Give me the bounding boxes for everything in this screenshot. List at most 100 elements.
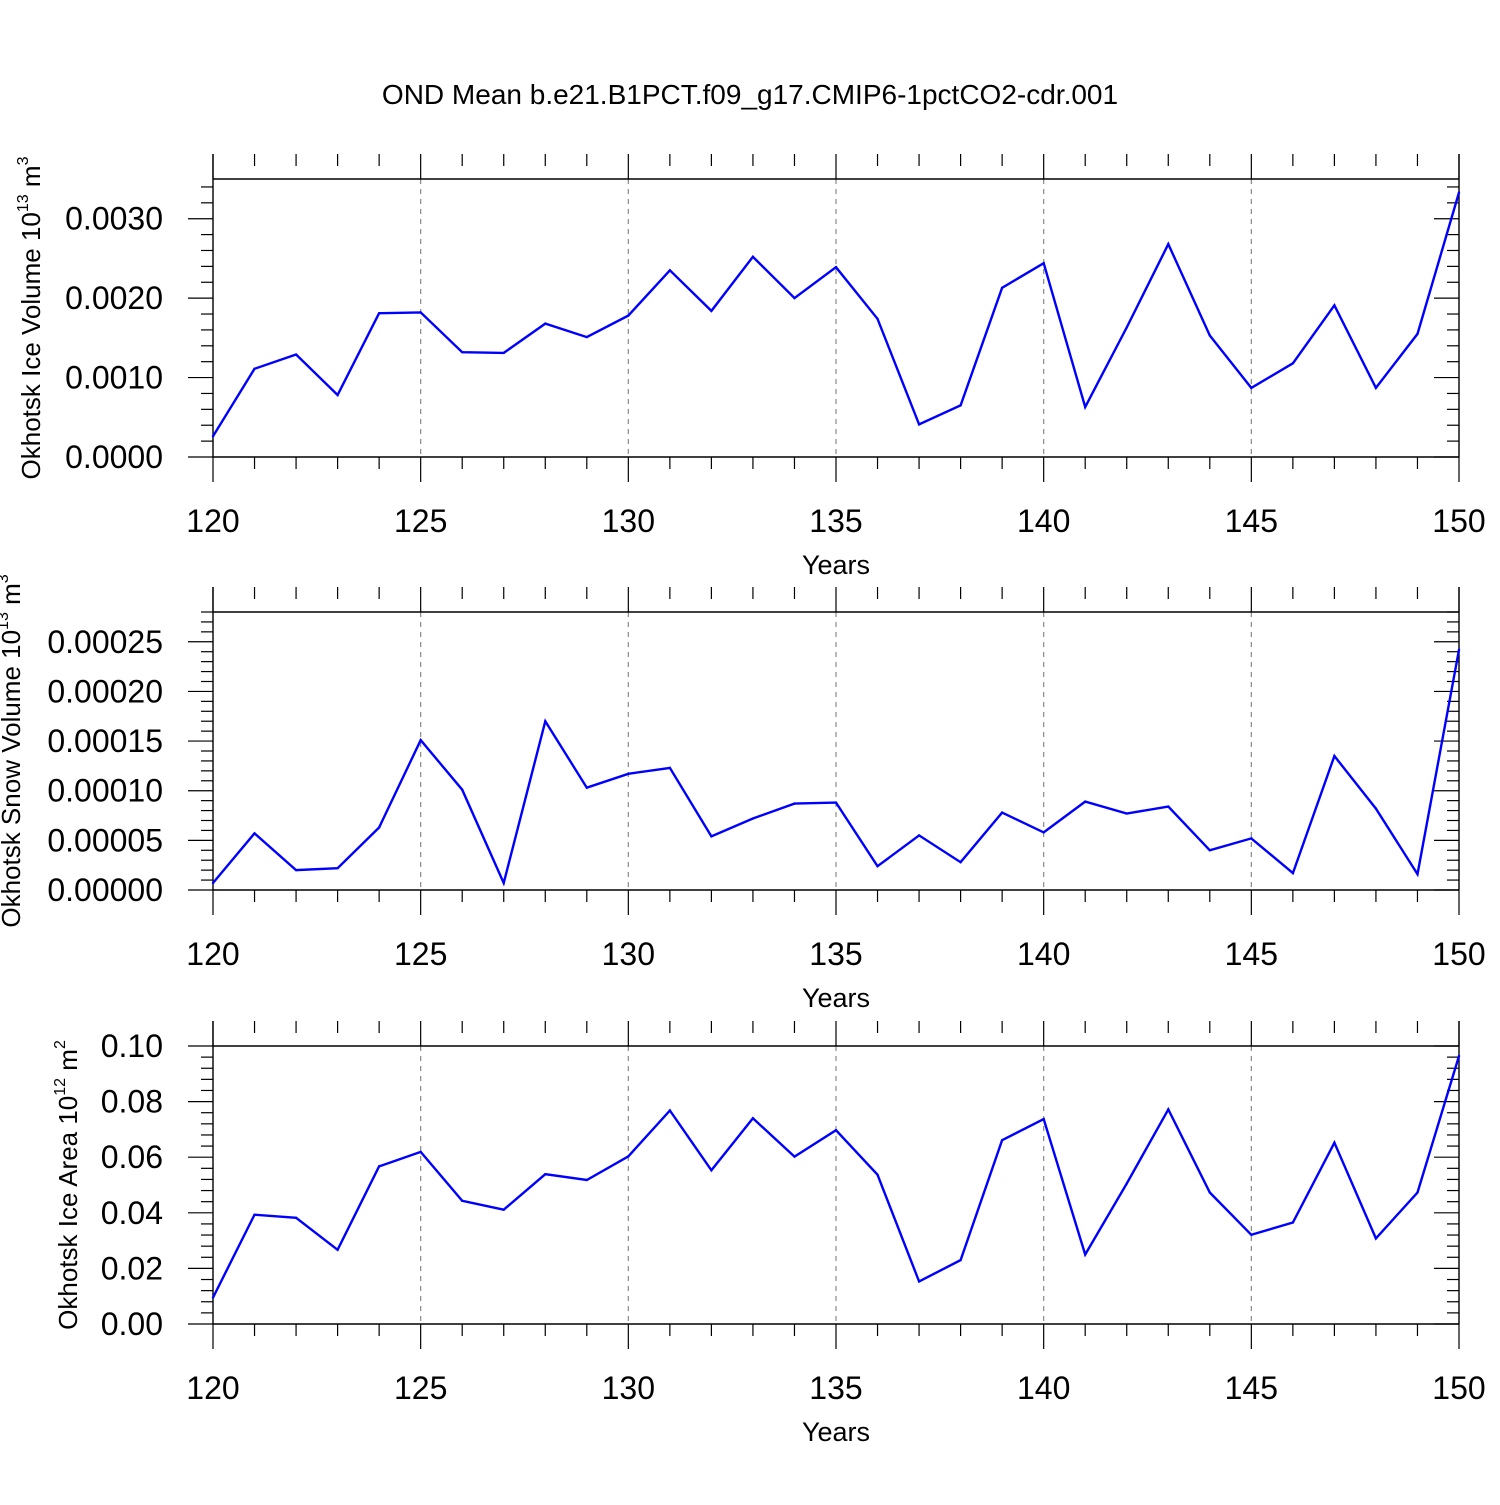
y-axis-label: Okhotsk Ice Volume 1013 m3 (15, 156, 46, 479)
x-tick-label: 150 (1432, 1370, 1485, 1406)
data-point (1125, 812, 1128, 815)
data-point (1291, 871, 1295, 875)
data-point (710, 309, 713, 313)
x-tick-label: 140 (1017, 936, 1070, 972)
data-point (876, 864, 879, 868)
y-tick-label: 0.02 (101, 1250, 163, 1286)
data-point (834, 801, 838, 804)
x-tick-label: 125 (394, 503, 447, 539)
y-tick-label: 0.00025 (47, 624, 163, 660)
y-tick-label: 0.0030 (65, 201, 163, 237)
data-point (294, 868, 298, 872)
data-point (834, 1129, 838, 1132)
data-point (585, 1178, 588, 1182)
y-axis-label-unit-exponent: 3 (15, 156, 32, 165)
x-tick-label: 145 (1225, 1370, 1278, 1406)
data-point (253, 832, 256, 835)
data-point (1000, 811, 1004, 814)
data-point (377, 312, 381, 315)
data-point (1042, 831, 1045, 834)
data-point (419, 311, 422, 314)
data-point (793, 1155, 796, 1158)
data-point (211, 881, 215, 885)
x-tick-label: 135 (809, 1370, 862, 1406)
y-axis-label: Okhotsk Ice Area 1012 m2 (52, 1040, 83, 1330)
data-point (1042, 261, 1045, 265)
x-tick-label: 140 (1017, 503, 1070, 539)
data-point (502, 351, 505, 355)
y-tick-label: 0.08 (101, 1084, 163, 1120)
data-point (1457, 1054, 1461, 1058)
data-point (461, 788, 464, 791)
y-tick-label: 0.00005 (47, 822, 163, 858)
data-point (1125, 326, 1128, 329)
x-tick-label: 140 (1017, 1370, 1070, 1406)
y-axis-label-unit: m (53, 1049, 83, 1078)
data-point (668, 766, 672, 770)
y-tick-label: 0.0010 (65, 360, 163, 396)
data-point (1000, 286, 1004, 290)
data-point (1333, 304, 1336, 307)
x-tick-label: 150 (1432, 936, 1485, 972)
data-point (1416, 872, 1419, 876)
x-tick-label: 135 (809, 503, 862, 539)
y-axis-label-exponent: 13 (15, 194, 32, 212)
y-tick-label: 0.00015 (47, 723, 163, 759)
data-point (1457, 648, 1461, 651)
data-point (1125, 1182, 1128, 1185)
x-tick-label: 130 (602, 1370, 655, 1406)
x-axis-label: Years (802, 983, 870, 1013)
data-point (253, 367, 256, 371)
data-point (627, 314, 630, 317)
data-point (751, 1117, 755, 1120)
y-axis-label-exponent: 13 (0, 612, 12, 630)
data-point (336, 393, 339, 397)
y-axis-label-unit: m (16, 165, 46, 194)
y-axis-label: Okhotsk Snow Volume 1013 m3 (0, 574, 26, 927)
data-point (211, 1296, 215, 1299)
y-axis-label-unit-exponent: 2 (52, 1040, 69, 1049)
data-point (627, 1155, 630, 1158)
data-point (668, 269, 672, 272)
x-tick-label: 125 (394, 936, 447, 972)
figure-title: OND Mean b.e21.B1PCT.f09_g17.CMIP6-1pctC… (382, 79, 1118, 110)
data-point (1250, 1233, 1253, 1236)
data-point (502, 881, 505, 885)
data-point (917, 423, 921, 426)
x-tick-label: 130 (602, 503, 655, 539)
data-point (710, 1169, 713, 1172)
data-point (1042, 1117, 1045, 1121)
y-axis-label-text: Okhotsk Ice Volume 10 (16, 212, 46, 479)
data-point (876, 317, 879, 320)
data-point (544, 322, 547, 325)
y-tick-label: 0.00020 (47, 673, 163, 709)
data-point (1208, 1191, 1212, 1194)
data-point (710, 835, 713, 838)
data-point (1084, 800, 1087, 803)
data-point (1250, 386, 1253, 390)
data-point (294, 1216, 298, 1220)
data-point (419, 738, 422, 742)
data-point (211, 435, 215, 438)
data-point (627, 772, 630, 776)
data-point (336, 1248, 339, 1251)
data-point (544, 720, 547, 723)
y-axis-label-text: Okhotsk Ice Area 10 (53, 1096, 83, 1330)
data-point (1416, 1191, 1419, 1194)
data-point (1374, 807, 1378, 810)
y-tick-label: 0.0020 (65, 280, 163, 316)
data-point (585, 335, 588, 339)
data-point (917, 834, 921, 837)
y-axis-label-unit-exponent: 3 (0, 574, 12, 583)
data-point (1250, 837, 1253, 840)
data-point (419, 1150, 422, 1154)
x-tick-label: 145 (1225, 503, 1278, 539)
data-point (1374, 386, 1378, 390)
panel-3: 120 125 130 135 140 145 150 Years 0.00 0.02 0.04 0.… (52, 1021, 1486, 1447)
x-tick-label: 130 (602, 936, 655, 972)
data-point (377, 1165, 381, 1168)
data-point (1333, 754, 1336, 758)
data-point (959, 861, 962, 864)
